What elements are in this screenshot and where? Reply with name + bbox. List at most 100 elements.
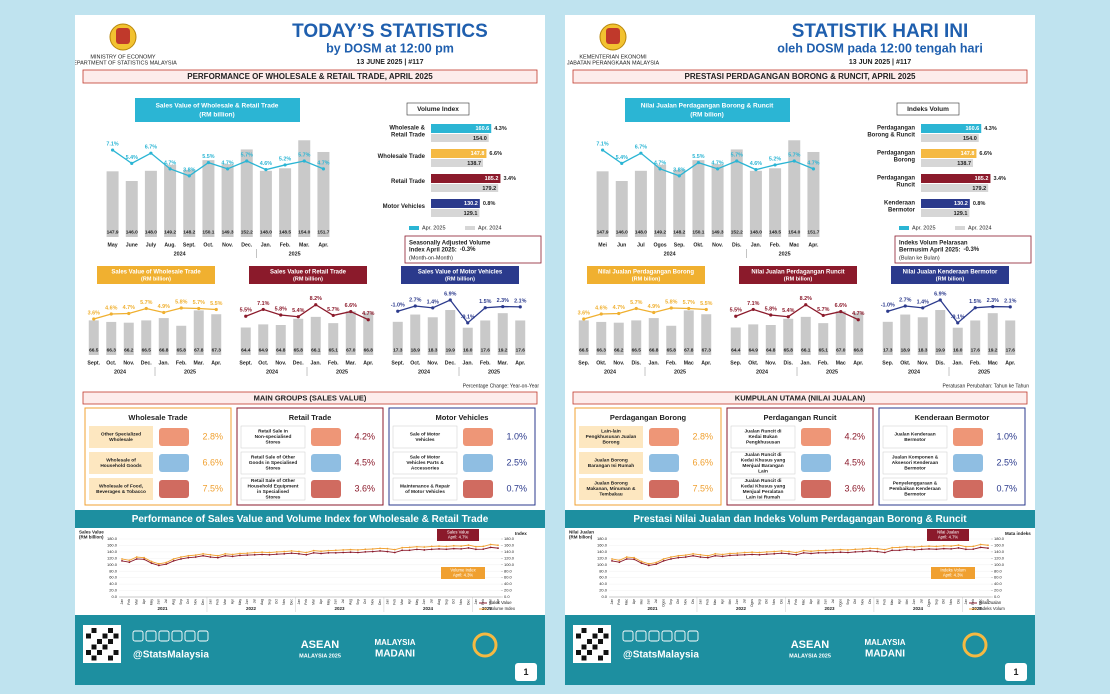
bar [410, 314, 421, 355]
social-icon[interactable] [622, 630, 634, 642]
trend-month: Jan [964, 599, 968, 604]
trend-month: Feb [393, 599, 397, 605]
growth-label: 5.7% [817, 307, 829, 313]
group-item: Lain-lain Pengkhususan Jualan Borong [586, 429, 637, 446]
growth-label: 5.5% [210, 301, 222, 307]
qr-cell [91, 644, 97, 650]
growth-label: 6.7% [635, 145, 647, 151]
trend-point [172, 560, 175, 562]
trend-month: Jul [430, 599, 434, 603]
month-label: Sept. [87, 360, 100, 366]
bar [818, 323, 829, 355]
growth-label: 1.4% [917, 299, 929, 305]
bar-value-label: 149.3 [222, 229, 234, 235]
bar-value-label: 150.1 [202, 229, 214, 235]
trend-point [802, 549, 805, 552]
trend-month: Jun [647, 599, 651, 604]
sa-value: -0.3% [963, 247, 979, 253]
month-label: Mac [836, 360, 846, 366]
social-icon[interactable] [145, 630, 157, 642]
bar [578, 320, 589, 355]
growth-label: 1.4% [427, 299, 439, 305]
bar-value-label: 16.0 [463, 347, 473, 353]
social-icon[interactable] [158, 630, 170, 642]
trend-point [972, 545, 975, 548]
trend-month: May [415, 599, 419, 606]
trend-point [121, 558, 123, 560]
trend-point [633, 556, 636, 559]
qr-cell [113, 650, 119, 655]
bar [427, 317, 438, 355]
growth-label: 4.7% [711, 160, 723, 166]
trend-point [736, 552, 739, 555]
growth-point [321, 167, 326, 171]
qr-cell [108, 628, 113, 633]
growth-label: 5.5% [240, 308, 252, 314]
growth-label: 2.3% [987, 298, 999, 304]
growth-label: 4.6% [260, 161, 272, 167]
social-icon[interactable] [674, 630, 686, 642]
group-item: Jualan Kenderaan Bermotor [894, 432, 935, 444]
bar [258, 324, 269, 355]
trend-month: Feb [304, 599, 308, 605]
y-tick-label: 0.0 [111, 594, 117, 599]
social-icon[interactable] [687, 630, 699, 642]
social-icon[interactable] [171, 630, 183, 642]
social-icon[interactable] [132, 630, 144, 642]
department: DEPARTMENT OF STATISTICS MALAYSIA [75, 60, 177, 66]
trend-point [861, 548, 864, 550]
social-icon[interactable] [635, 630, 647, 642]
group-item-box [89, 426, 153, 448]
y2-tick-label: 60.0 [994, 575, 1003, 580]
bar-value-label: 151.7 [807, 229, 819, 235]
trend-point [677, 554, 680, 557]
trend-point [379, 550, 381, 552]
growth-label: 7.1% [106, 141, 118, 147]
trend-point [854, 550, 857, 553]
growth-point [821, 313, 825, 318]
banner-text: PRESTASI PERDAGANGAN BORONG & RUNCIT, AP… [685, 72, 917, 81]
logo-madani-2: MADANI [375, 649, 415, 660]
y2-tick-label: 120.0 [994, 555, 1005, 560]
legend-volume: Indeks Volum [979, 606, 1005, 611]
growth-label: 4.7% [164, 160, 176, 166]
social-icon[interactable] [184, 630, 196, 642]
y2-tick-label: 0.0 [504, 594, 510, 599]
year-label: 2024 [604, 369, 616, 375]
trend-year: 2024 [913, 606, 924, 611]
trend-month: Jul [341, 599, 345, 603]
y-tick-label: 120.0 [597, 555, 608, 560]
month-label: Nov. [712, 242, 723, 248]
growth-label: 1.5% [969, 299, 981, 305]
bar-value-label: 67.8 [194, 347, 204, 353]
qr-cell [592, 644, 598, 650]
trend-point [128, 559, 131, 562]
trend-month: Apr [496, 598, 500, 604]
trend-point [128, 561, 131, 564]
growth-point [734, 314, 738, 318]
y-tick-label: 40.0 [599, 581, 608, 586]
social-icon[interactable] [648, 630, 660, 642]
social-icon[interactable] [197, 630, 209, 642]
year-label: 2025 [184, 369, 196, 375]
handle: @StatsMalaysia [623, 650, 699, 661]
trend-point [817, 551, 820, 554]
trend-point [239, 552, 241, 555]
trend-month: Mei [905, 599, 909, 605]
social-icon[interactable] [661, 630, 673, 642]
sales-title: Nilai Jualan Perdagangan Borong & Runcit [641, 103, 774, 110]
bar-value-label: 146.0 [616, 229, 628, 235]
y-tick-label: 100.0 [597, 562, 608, 567]
month-label: Apr. [808, 242, 819, 248]
growth-point [261, 307, 265, 312]
pct-note: Peratusan Perubahan: Tahun ke Tahun [942, 383, 1029, 389]
segment-unit: (RM bilion) [936, 276, 965, 282]
growth-point [991, 304, 995, 309]
trend-point [393, 548, 396, 551]
month-label: Feb. [970, 360, 981, 366]
y2-tick-label: 20.0 [504, 588, 513, 593]
bar-value-label: 152.2 [241, 229, 253, 235]
trend-point [165, 561, 168, 564]
trend-point [327, 551, 330, 554]
vi-value-2025: 130.2 [954, 201, 968, 207]
